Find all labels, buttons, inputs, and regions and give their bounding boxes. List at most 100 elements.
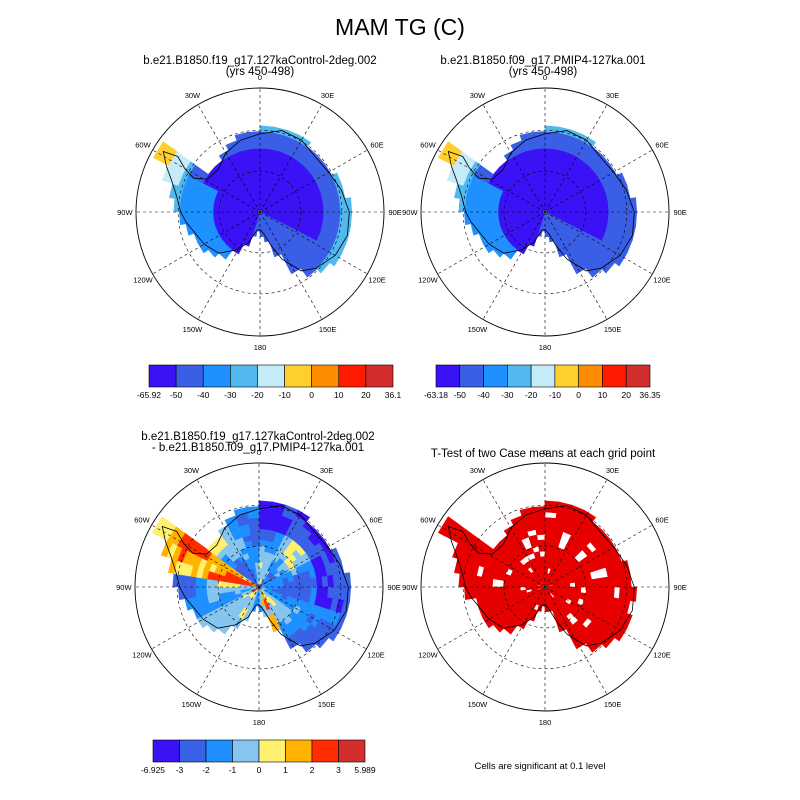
longitude-label: 30E <box>320 466 333 475</box>
grid-cell <box>300 204 308 213</box>
meridian-line <box>258 479 322 588</box>
colorbar-swatch <box>602 364 627 388</box>
meridian-line <box>437 586 546 650</box>
grid-cell <box>259 153 270 161</box>
colorbar-label: -50 <box>454 390 467 400</box>
panel-4-field <box>437 500 638 653</box>
colorbar-label: 5.989 <box>354 765 376 775</box>
grid-cell <box>299 579 307 588</box>
grid-cell <box>251 158 261 166</box>
latitude-circle <box>462 129 628 295</box>
panel-1-map-frame: 0 30E 60E 90E 120E 150E 180 150W 120W 90W 60W 30W <box>117 73 402 352</box>
map-boundary <box>134 462 384 712</box>
grid-cell <box>253 550 260 558</box>
grid-cell <box>205 586 213 596</box>
colorbar-label: 20 <box>621 390 631 400</box>
grid-cell <box>519 211 527 217</box>
colorbar-label: 36.1 <box>385 390 402 400</box>
meridian-line <box>151 524 260 588</box>
grid-cell <box>525 586 532 591</box>
grid-cell <box>544 567 549 574</box>
grid-cell <box>596 586 604 597</box>
meridian-line <box>196 586 260 695</box>
grid-cell <box>585 579 593 588</box>
colorbar-swatch <box>232 739 260 763</box>
grid-cell <box>544 539 553 547</box>
grid-cell <box>201 202 209 213</box>
meridian-line <box>259 149 368 213</box>
grid-cell <box>200 586 208 597</box>
grid-cell <box>539 181 546 188</box>
grid-cell <box>539 175 546 183</box>
colorbar-label: 10 <box>598 390 608 400</box>
longitude-label: 150W <box>468 325 489 334</box>
grid-cell <box>491 586 499 596</box>
longitude-label: 90E <box>388 208 401 217</box>
grid-cell <box>295 509 311 523</box>
panel-3-colorbar: -6.925 -3 -2 -1 0 1 2 3 5.989 <box>141 739 376 775</box>
grid-cell <box>284 206 291 213</box>
grid-cell <box>273 208 280 213</box>
longitude-label: 120W <box>418 651 439 660</box>
grid-cell <box>563 207 571 213</box>
panel-3-title: b.e21.B1850.f19_g17.127kaControl-2deg.00… <box>108 431 408 454</box>
grid-cell <box>329 250 343 267</box>
colorbar-swatch <box>311 739 339 763</box>
grid-cell <box>573 638 587 650</box>
colorbar-swatch <box>530 364 556 388</box>
grid-cell <box>151 516 168 536</box>
panel-4-title: T-Test of two Case means at each grid po… <box>393 448 693 460</box>
colorbar-label: 0 <box>576 390 581 400</box>
grid-cell <box>535 528 546 536</box>
colorbar-label: 36.35 <box>639 390 661 400</box>
coastline <box>447 505 635 647</box>
grid-cell <box>254 175 261 183</box>
grid-cell <box>614 625 628 642</box>
map-boundary <box>420 87 670 337</box>
grid-cell <box>310 586 318 597</box>
colorbar-swatch <box>459 364 484 388</box>
grid-cell <box>306 211 314 221</box>
grid-cell <box>585 586 593 595</box>
grid-cell <box>569 206 576 213</box>
longitude-label: 0 <box>258 73 262 82</box>
grid-cell <box>544 158 554 166</box>
panel-4-map-frame: 0 30E 60E 90E 120E 150E 180 150W 120W 90W 60W 30W <box>402 448 687 727</box>
coastline <box>447 130 635 272</box>
meridian-line <box>258 586 367 650</box>
colorbar-swatch <box>258 739 286 763</box>
grid-cell <box>514 211 521 218</box>
grid-cell <box>596 202 604 213</box>
longitude-label: 30W <box>470 466 486 475</box>
meridian-line <box>151 586 260 650</box>
grid-cell <box>486 202 494 213</box>
grid-cell <box>591 211 599 221</box>
grid-cell <box>491 203 499 213</box>
longitude-label: 30W <box>185 91 201 100</box>
grid-cell <box>212 204 220 213</box>
latitude-circle <box>503 545 587 629</box>
grid-cell <box>201 211 209 222</box>
colorbar-label: -63.18 <box>424 390 448 400</box>
longitude-label: 60E <box>655 140 668 149</box>
grid-cell <box>259 158 269 166</box>
panel-4-title-line1: T-Test of two Case means at each grid po… <box>430 448 656 460</box>
grid-cell <box>255 567 260 574</box>
grid-cell <box>259 164 268 172</box>
longitude-label: 150W <box>183 325 204 334</box>
grid-cell <box>574 206 582 213</box>
meridian-line <box>196 479 260 588</box>
grid-cell <box>486 586 494 597</box>
longitude-label: 150E <box>604 700 622 709</box>
grid-cell <box>536 158 546 166</box>
meridian-line <box>197 211 261 320</box>
panel-3-map-frame: 0 30E 60E 90E 120E 150E 180 150W 120W 90W 60W 30W <box>116 448 401 727</box>
colorbar-swatch <box>483 364 508 388</box>
grid-cell <box>574 581 582 588</box>
longitude-label: 120E <box>653 651 671 660</box>
grid-cell <box>205 578 213 588</box>
grid-cell <box>544 528 555 536</box>
grid-cell <box>311 202 319 213</box>
grid-cell <box>558 208 565 213</box>
grid-cell <box>288 581 296 588</box>
